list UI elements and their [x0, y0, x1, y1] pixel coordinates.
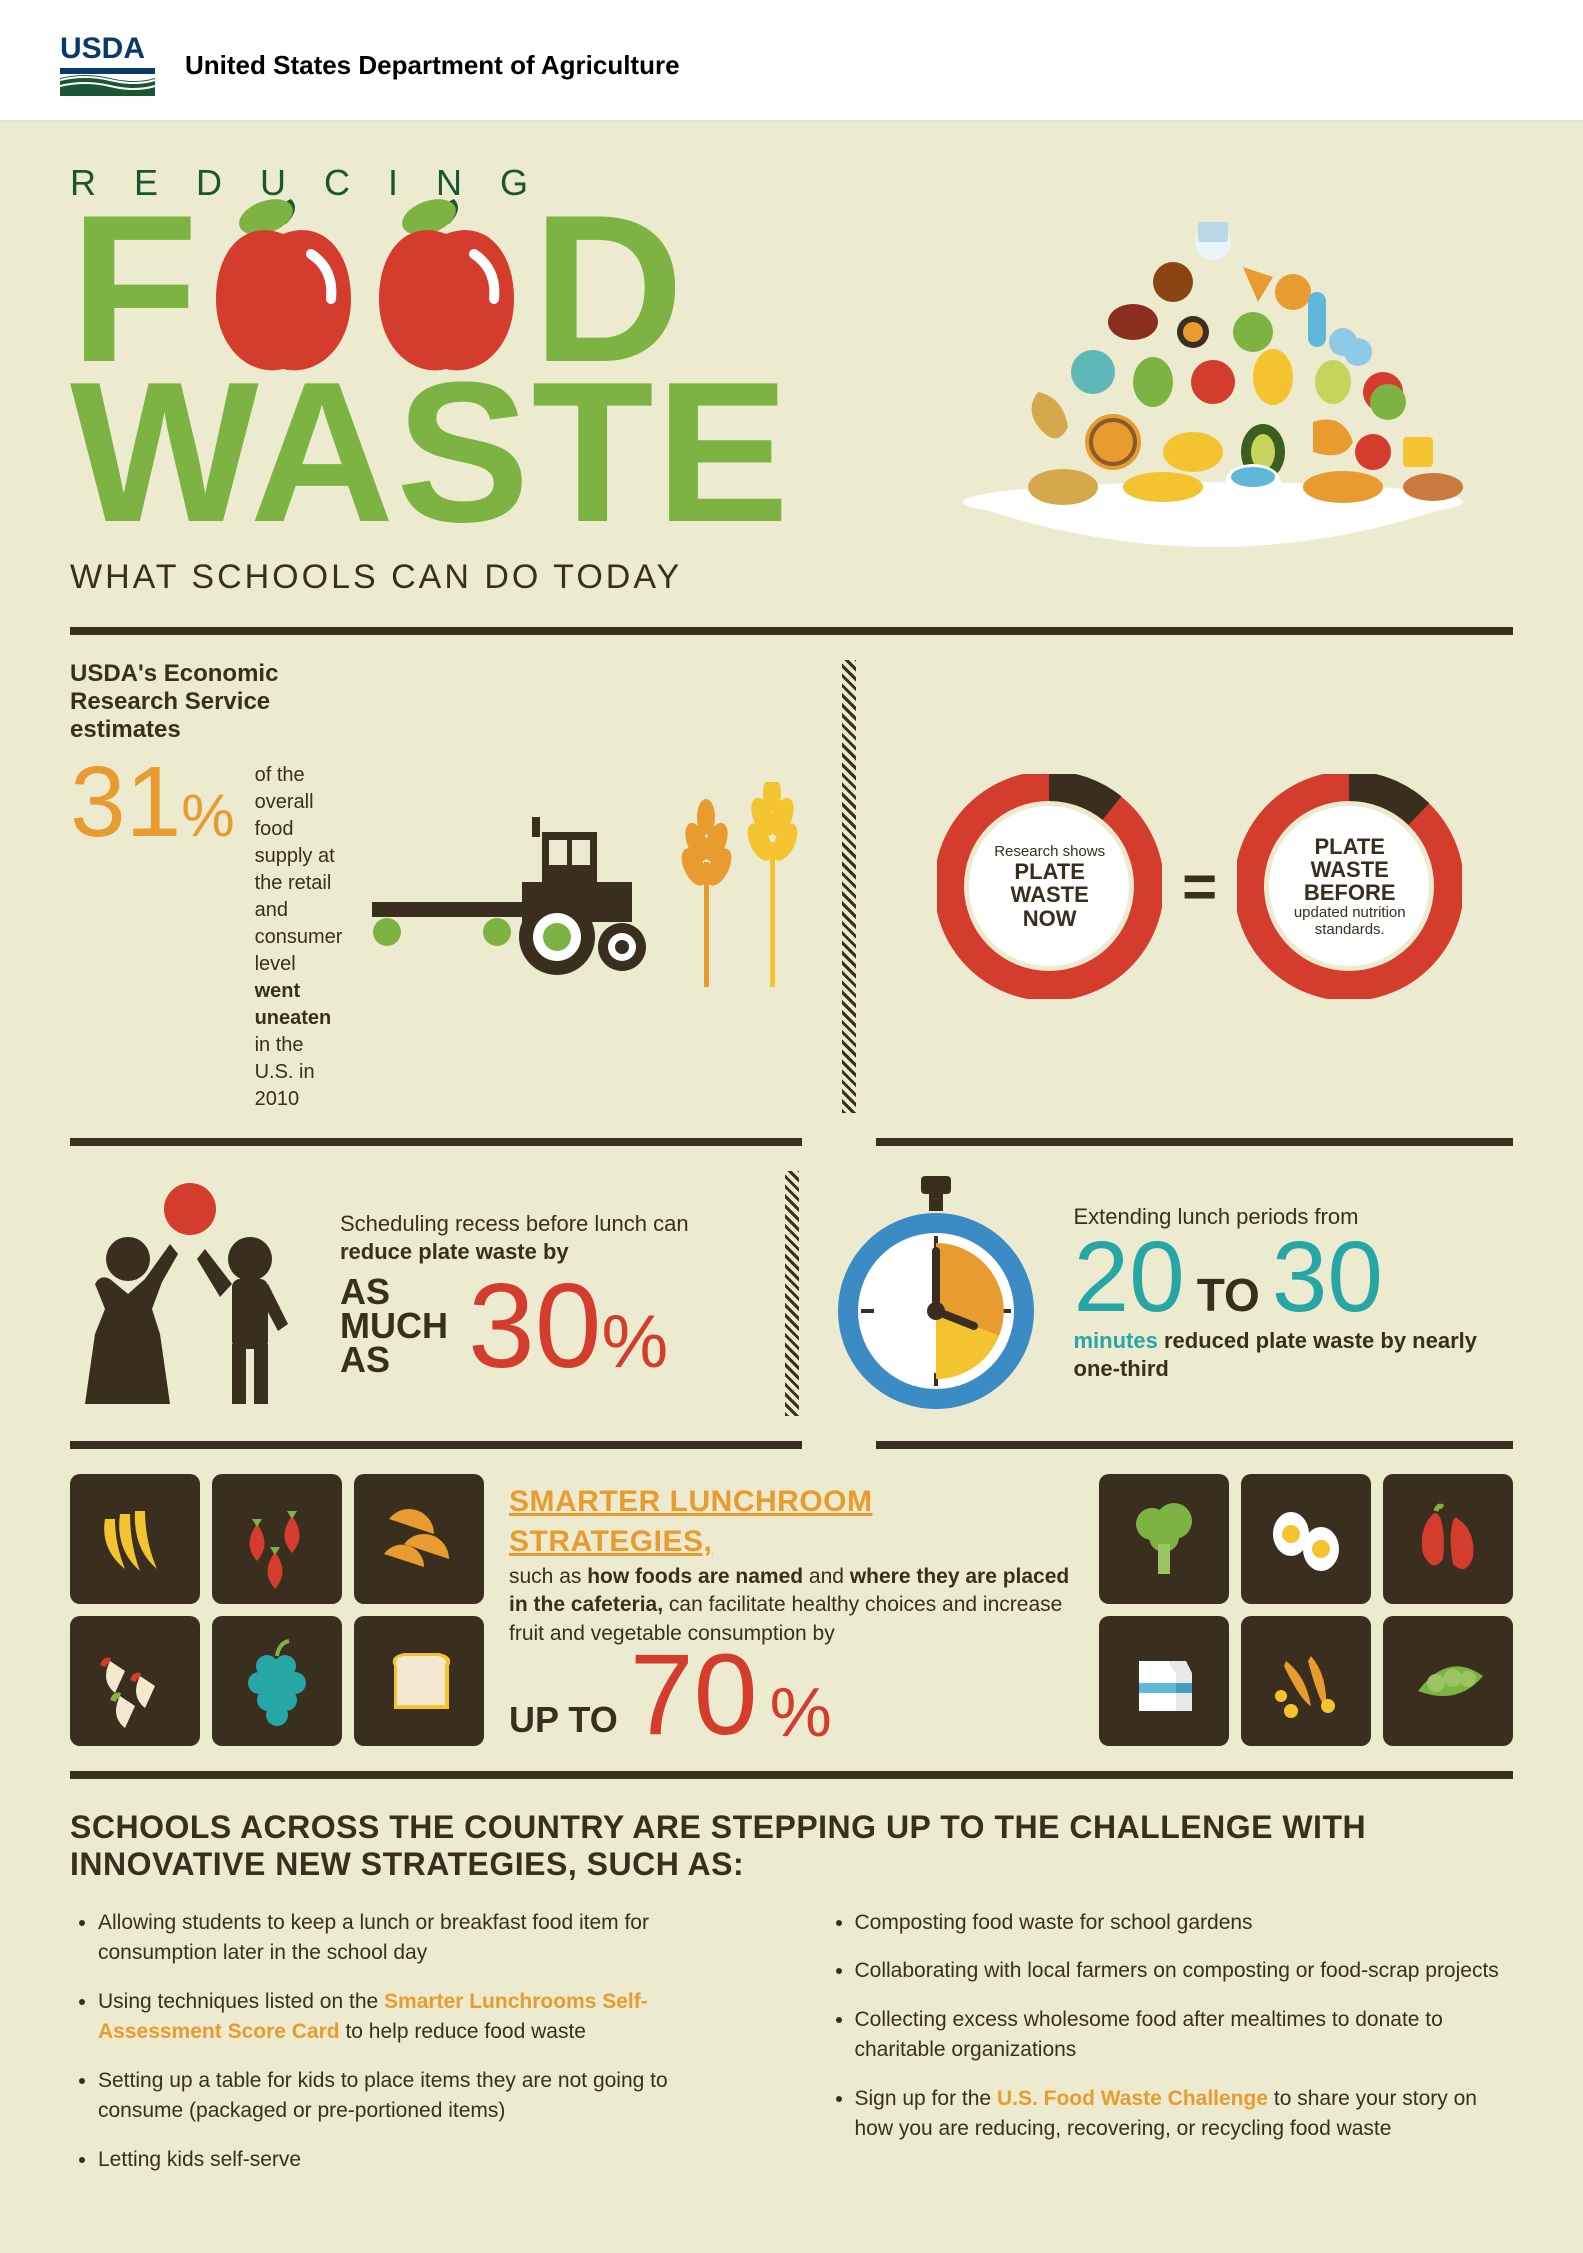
strategy-item: Setting up a table for kids to place ite… [98, 2066, 757, 2127]
usda-logo: USDA [60, 30, 170, 100]
main: REDUCING F D WASTE WHAT SCHOOLS CA [0, 122, 1583, 2253]
strategies-col-1: Allowing students to keep a lunch or bre… [70, 1908, 757, 2193]
strategy-item: Using techniques listed on the Smarter L… [98, 1987, 757, 2048]
divider [70, 1771, 1513, 1779]
divider [70, 627, 1513, 635]
eggs-tile [1241, 1474, 1371, 1604]
vertical-separator [785, 1171, 799, 1416]
ers-block: USDA's Economic Research Service estimat… [70, 660, 812, 1113]
strategies-title: SCHOOLS ACROSS THE COUNTRY ARE STEPPING … [70, 1809, 1513, 1883]
donut-before: PLATE WASTE BEFORE updated nutrition sta… [1237, 774, 1462, 999]
recess-pct: 30% [468, 1278, 668, 1374]
food-grid-left [70, 1474, 484, 1746]
extend-block: Extending lunch periods from 20 TO 30 mi… [829, 1171, 1514, 1416]
extend-times: 20 TO 30 [1074, 1237, 1514, 1322]
bananas-tile [70, 1474, 200, 1604]
strategy-item: Composting food waste for school gardens [855, 1908, 1514, 1938]
donuts-block: Research shows PLATE WASTE NOW = PLATE W… [886, 660, 1513, 1113]
svg-text:USDA: USDA [60, 32, 145, 65]
header-org: United States Department of Agriculture [185, 50, 680, 81]
apple-slices-tile [70, 1616, 200, 1746]
vertical-separator [842, 660, 856, 1113]
food-pyramid-icon [913, 162, 1513, 582]
strawberries-tile [212, 1474, 342, 1604]
stats-row-1: USDA's Economic Research Service estimat… [70, 660, 1513, 1113]
equals-sign: = [1182, 852, 1217, 921]
as-much-as: ASMUCHAS [340, 1275, 448, 1378]
grapes-tile [212, 1616, 342, 1746]
strategy-item: Collaborating with local farmers on comp… [855, 1956, 1514, 1986]
carrots-tile [1241, 1616, 1371, 1746]
bread-tile [354, 1616, 484, 1746]
stopwatch-icon [829, 1171, 1044, 1416]
smarter-row: SMARTER LUNCHROOM STRATEGIES, such as ho… [70, 1474, 1513, 1746]
title-row: REDUCING F D WASTE WHAT SCHOOLS CA [70, 162, 1513, 597]
recess-block: Scheduling recess before lunch can reduc… [70, 1171, 755, 1416]
extend-line2: minutes reduced plate waste by nearly on… [1074, 1327, 1514, 1384]
strategy-item: Collecting excess wholesome food after m… [855, 2005, 1514, 2066]
strategies-col-2: Composting food waste for school gardens… [827, 1908, 1514, 2193]
smarter-text: SMARTER LUNCHROOM STRATEGIES, such as ho… [509, 1482, 1074, 1738]
title-waste: WASTE [70, 368, 853, 538]
ers-title: USDA's Economic Research Service estimat… [70, 660, 342, 744]
orange-slices-tile [354, 1474, 484, 1604]
strategies-columns: Allowing students to keep a lunch or bre… [70, 1908, 1513, 2193]
milk-tile [1099, 1616, 1229, 1746]
strategy-item: Letting kids self-serve [98, 2145, 757, 2175]
title-block: REDUCING F D WASTE WHAT SCHOOLS CA [70, 162, 853, 597]
broccoli-tile [1099, 1474, 1229, 1604]
ers-pct: 31% [70, 762, 235, 842]
ers-body: of the overall food supply at the retail… [255, 762, 343, 1113]
stats-row-2: Scheduling recess before lunch can reduc… [70, 1171, 1513, 1416]
donut-now: Research shows PLATE WASTE NOW [937, 774, 1162, 999]
peppers-tile [1383, 1474, 1513, 1604]
tractor-icon [367, 792, 647, 982]
peas-tile [1383, 1616, 1513, 1746]
food-grid-right [1099, 1474, 1513, 1746]
strategy-item: Sign up for the U.S. Food Waste Challeng… [855, 2084, 1514, 2145]
kids-playing-icon [70, 1179, 310, 1409]
strategy-item: Allowing students to keep a lunch or bre… [98, 1908, 757, 1969]
wheat-icon [672, 782, 812, 992]
header: USDA United States Department of Agricul… [0, 0, 1583, 122]
